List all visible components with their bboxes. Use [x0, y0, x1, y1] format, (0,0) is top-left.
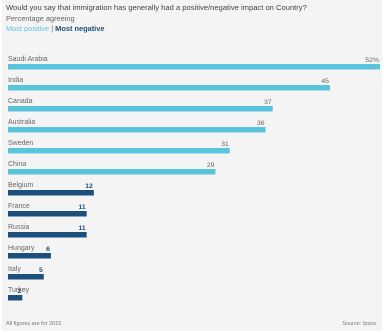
bar-italy: [8, 274, 44, 280]
bar-india: [8, 85, 330, 91]
category-label-sweden: Sweden: [8, 140, 33, 147]
bar-canada: [8, 106, 273, 112]
category-label-china: China: [8, 161, 26, 168]
chart-title: Would you say that immigration has gener…: [6, 3, 307, 12]
bar-sweden: [8, 148, 230, 154]
category-label-belgium: Belgium: [8, 182, 33, 189]
value-label-canada: 37: [264, 99, 272, 106]
value-label-australia: 36: [257, 120, 265, 127]
value-label-hungary: 6: [46, 246, 50, 253]
value-label-india: 45: [321, 78, 329, 85]
value-label-sweden: 31: [221, 141, 229, 148]
legend-negative: Most negative: [55, 24, 105, 33]
value-label-russia: 11: [79, 225, 86, 232]
bar-france: [8, 211, 87, 217]
value-label-italy: 5: [39, 267, 43, 274]
value-label-china: 29: [207, 162, 215, 169]
category-label-france: France: [8, 203, 30, 210]
footer-note: All figures are for 2015: [6, 321, 62, 327]
category-label-italy: Italy: [8, 266, 21, 273]
chart-subtitle: Percentage agreeing: [6, 14, 75, 23]
category-label-canada: Canada: [8, 98, 33, 105]
category-label-saudi-arabia: Saudi Arabia: [8, 56, 48, 63]
category-label-russia: Russia: [8, 224, 30, 231]
bar-hungary: [8, 253, 51, 259]
category-label-australia: Australia: [8, 119, 35, 126]
bar-australia: [8, 127, 266, 133]
category-label-turkey: Turkey: [8, 287, 30, 294]
value-label-belgium: 12: [85, 183, 93, 190]
bar-saudi-arabia: [8, 64, 380, 70]
footer-source: Source: Ipsos: [342, 321, 376, 327]
bar-china: [8, 169, 216, 175]
category-label-india: India: [8, 77, 23, 84]
value-label-saudi-arabia: 52%: [365, 57, 379, 64]
category-label-hungary: Hungary: [8, 245, 35, 252]
value-label-france: 11: [79, 204, 86, 211]
bar-turkey: [8, 295, 23, 301]
chart-legend: Most positive | Most negative: [6, 24, 104, 33]
legend-separator: |: [49, 24, 56, 33]
bar-belgium: [8, 190, 94, 196]
value-label-turkey: 2: [18, 288, 22, 295]
bar-russia: [8, 232, 87, 238]
legend-positive: Most positive: [6, 24, 50, 33]
